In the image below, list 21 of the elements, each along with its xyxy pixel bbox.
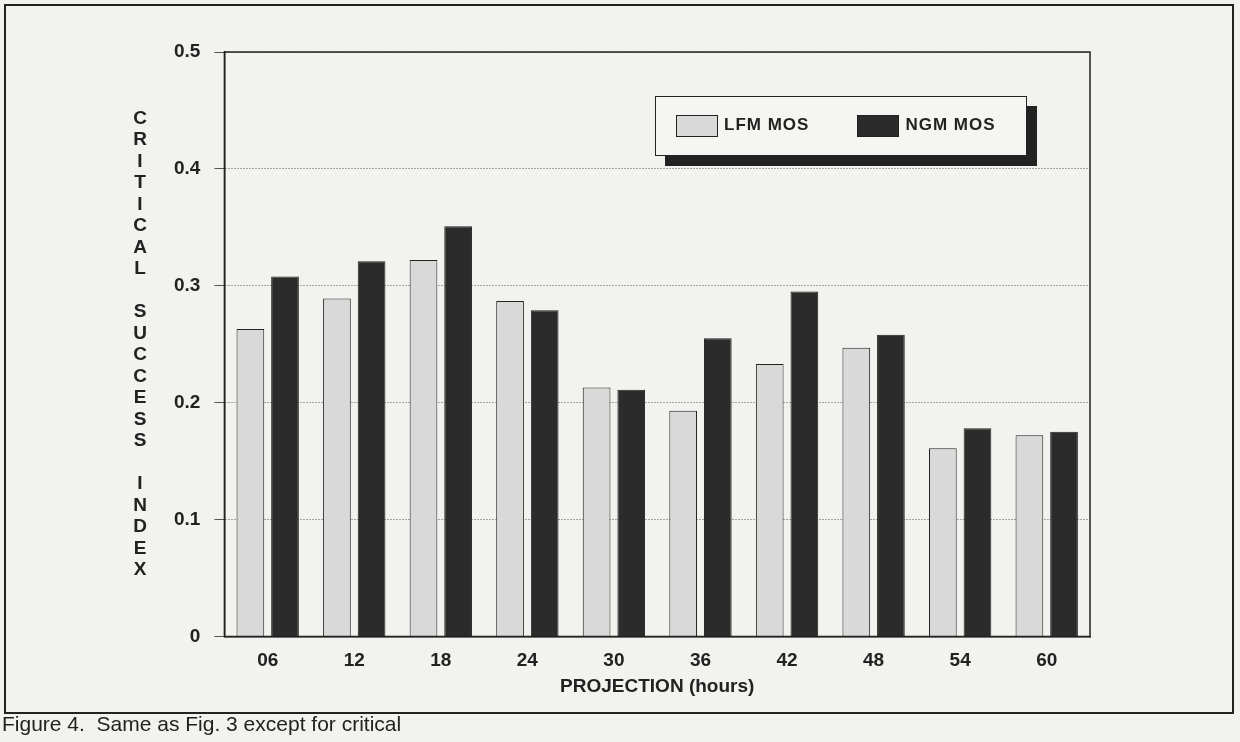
y-tick-label: 0.3 (173, 273, 201, 295)
y-tick-label: 0.4 (173, 157, 201, 179)
x-tick-label: 60 (1036, 649, 1058, 671)
x-tick-label: 06 (257, 649, 279, 671)
legend-label: NGM MOS (904, 115, 996, 137)
y-tick-label: 0.2 (173, 390, 201, 412)
y-tick-label: 0 (189, 624, 201, 646)
y-tick-label: 0.5 (173, 40, 201, 62)
x-tick-label: 18 (430, 649, 452, 671)
x-tick-label: 12 (343, 649, 365, 671)
legend-label: LFM MOS (723, 115, 810, 137)
x-tick-label: 48 (863, 649, 885, 671)
x-tick-label: 24 (516, 649, 539, 671)
y-tick-label: 0.1 (173, 507, 201, 529)
x-tick-label: 54 (949, 649, 972, 671)
x-tick-label: 42 (776, 649, 798, 671)
x-tick-label: 36 (689, 649, 712, 671)
text: CRITICAL SUCCESS INDEX (133, 106, 147, 580)
caption: Figure 4. Same as Fig. 3 except for critical (2, 712, 402, 736)
x-tick-label: 30 (603, 649, 625, 671)
x-axis-title: PROJECTION (hours) (560, 674, 755, 696)
